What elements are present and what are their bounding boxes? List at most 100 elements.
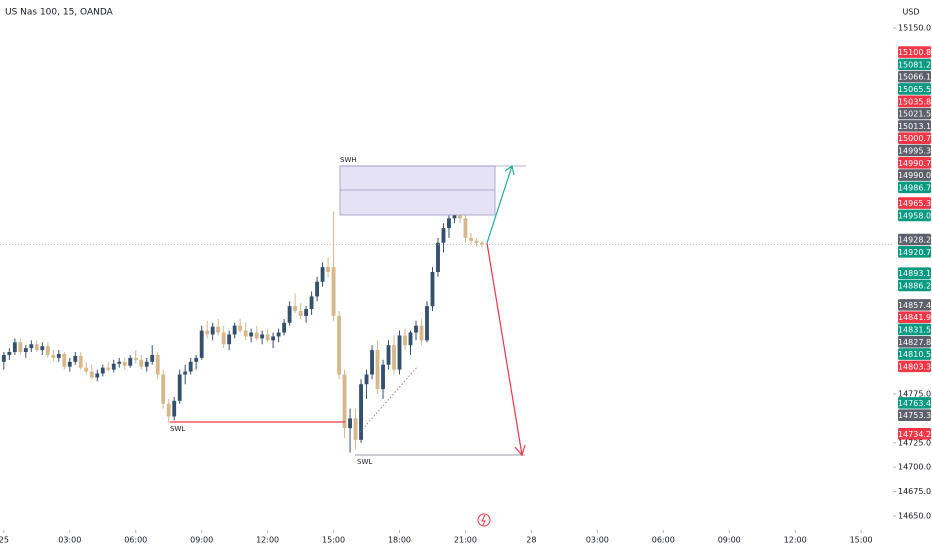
price-tag xyxy=(898,299,931,311)
candle-body xyxy=(12,342,17,353)
candle-body xyxy=(232,325,237,335)
candle-body xyxy=(166,403,171,417)
candle-body xyxy=(78,355,83,368)
plot xyxy=(0,186,893,453)
candle-body xyxy=(106,367,111,370)
price-tag xyxy=(898,169,931,181)
candle-body xyxy=(161,374,166,404)
x-tick-label: 03:00 xyxy=(586,536,609,545)
currency: USD xyxy=(902,8,919,17)
chart-title: US Nas 100, 15, OANDA xyxy=(5,8,114,18)
candle-body xyxy=(293,306,298,312)
price-tag-label: 14986.7 xyxy=(898,183,931,192)
arrow-head xyxy=(514,444,526,457)
y-tick-label: 14775.0 xyxy=(898,389,931,398)
x-tick-label: 28 xyxy=(526,536,536,545)
swh-label: SWH xyxy=(340,156,357,164)
candle-body xyxy=(326,267,330,273)
candle-body xyxy=(337,315,341,375)
price-tag-label: 15021.5 xyxy=(898,110,931,119)
price-tag-label: 14928.2 xyxy=(898,236,931,245)
price-tag-label: 14990.7 xyxy=(898,159,931,168)
candle-body xyxy=(18,342,23,353)
x-tick-label: 21:00 xyxy=(454,536,477,545)
price-tag-label: 14763.4 xyxy=(898,399,931,408)
candle-body xyxy=(155,354,160,375)
candle-body xyxy=(260,334,265,339)
candle-body xyxy=(392,345,396,370)
price-tag xyxy=(898,107,931,120)
candle-body xyxy=(1,354,6,362)
price-tag-label: 15100.8 xyxy=(898,48,931,57)
candle-body xyxy=(67,361,72,367)
price-tag-label: 14841.9 xyxy=(898,313,931,322)
candle-body xyxy=(342,374,347,429)
swh-box xyxy=(339,165,496,216)
swl-label: SWL xyxy=(357,458,372,466)
price-tag-label: 14995.3 xyxy=(898,146,931,155)
candle-body xyxy=(364,374,369,385)
x-tick-label: 12:00 xyxy=(784,536,807,545)
candle-body xyxy=(298,311,303,316)
price-tag xyxy=(898,246,931,258)
candle-body xyxy=(100,367,105,374)
price-tag-label: 14831.5 xyxy=(898,325,931,334)
price-tag xyxy=(898,58,931,71)
price-tag xyxy=(898,46,931,58)
candle-body xyxy=(320,267,325,282)
event-icon-bolt xyxy=(481,514,486,526)
price-tag-label: 14990.0 xyxy=(898,171,931,180)
x-tick-label: 09:00 xyxy=(718,536,741,545)
candle-body xyxy=(282,322,287,333)
candle-body xyxy=(441,228,446,243)
candle-body xyxy=(210,326,215,335)
x-tick-label: 12:00 xyxy=(256,536,279,545)
candle-body xyxy=(89,371,94,378)
price-tag-label: 14857.4 xyxy=(898,301,931,310)
candle-body xyxy=(276,332,281,337)
x-tick-label: 06:00 xyxy=(124,536,147,545)
price-tag-label: 15065.5 xyxy=(898,85,931,94)
candle-body xyxy=(45,346,50,355)
candle-body xyxy=(447,218,451,229)
price-tag xyxy=(898,70,931,83)
candle-body xyxy=(386,345,391,365)
candle-body xyxy=(84,367,89,372)
x-tick-label: 15:00 xyxy=(322,536,345,545)
price-tag xyxy=(898,323,931,336)
candle-body xyxy=(172,400,177,417)
candle-body xyxy=(205,330,210,335)
candle-body xyxy=(199,330,204,358)
candle-body xyxy=(436,242,440,273)
price-tag-label: 15081.2 xyxy=(898,60,931,69)
candle-body xyxy=(243,330,248,337)
event-icon[interactable] xyxy=(477,513,491,527)
price-tag-label: 14886.2 xyxy=(898,281,931,290)
price-tag-label: 15013.1 xyxy=(898,122,931,131)
price-tag xyxy=(898,181,931,194)
candle-body xyxy=(397,335,402,370)
y-tick-label: 14700.0 xyxy=(898,463,931,472)
price-tag xyxy=(898,197,931,209)
candle-body xyxy=(463,218,468,238)
candle-body xyxy=(271,336,276,341)
x-tick-label: 03:00 xyxy=(58,536,81,545)
candle-body xyxy=(309,296,314,310)
price-tag xyxy=(898,335,931,348)
price-tag xyxy=(898,144,931,157)
candle-body xyxy=(408,332,413,346)
candle-body xyxy=(474,240,479,243)
price-tag xyxy=(898,209,931,222)
candle-body xyxy=(221,332,226,345)
price-tag xyxy=(898,348,931,360)
candle-body xyxy=(375,350,380,390)
candle-body xyxy=(139,359,144,367)
price-tag xyxy=(898,267,931,279)
candle-body xyxy=(122,361,127,366)
candle-body xyxy=(353,418,358,440)
arrow-down xyxy=(486,242,523,456)
candle-body xyxy=(133,357,138,360)
candle-body xyxy=(469,237,473,241)
